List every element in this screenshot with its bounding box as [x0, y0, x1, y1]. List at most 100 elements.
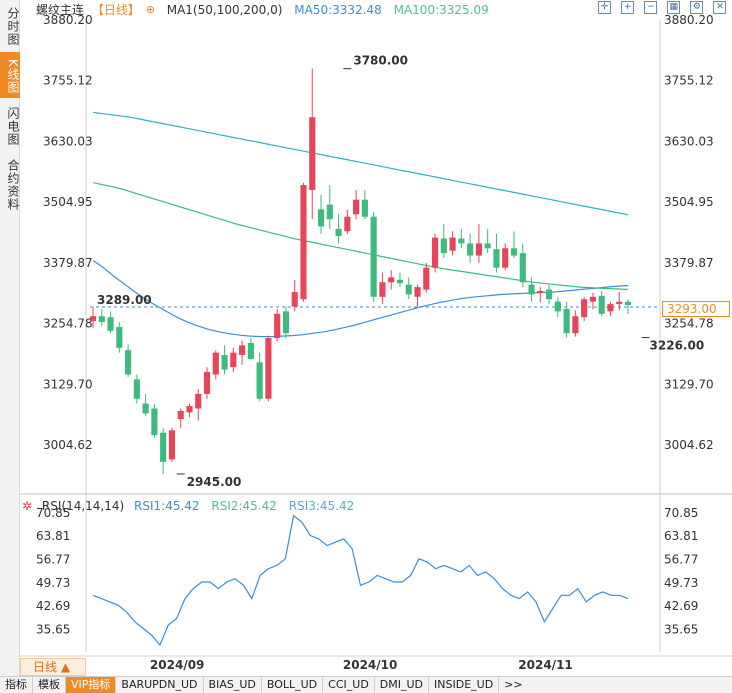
candle-body [335, 228, 342, 237]
rsi-tick-label-left: 49.73 [36, 576, 70, 590]
candle-body [212, 352, 219, 375]
candle-body [353, 199, 360, 215]
tab-dmi[interactable]: DMI_UD [375, 677, 430, 693]
candle-body [475, 243, 482, 256]
rsi1-value: RSI1:45.42 [134, 499, 200, 513]
tab-templates[interactable]: 模板 [33, 677, 66, 693]
rsi-tick-label-left: 35.65 [36, 623, 70, 637]
tab-vip-indicators[interactable]: VIP指标 [66, 677, 117, 693]
candle-body [309, 117, 316, 191]
more-tabs-button[interactable]: >> [504, 678, 523, 691]
candle-body [291, 291, 298, 307]
candle-body [405, 284, 412, 295]
candle-body [528, 284, 535, 295]
tab-bias[interactable]: BIAS_UD [204, 677, 262, 693]
candle-body [256, 362, 263, 399]
tab-boll[interactable]: BOLL_UD [262, 677, 324, 693]
candle-body [510, 248, 518, 256]
ma-line-ma200 [92, 111, 629, 216]
settings-icon[interactable]: ⚙ [690, 1, 704, 14]
period-button[interactable]: 日线 ▲ [20, 658, 86, 676]
candle-body [230, 352, 237, 368]
y-tick-label-right: 3129.70 [664, 377, 714, 391]
candle-body [344, 216, 351, 232]
y-tick-label-right: 3504.95 [664, 195, 714, 209]
candle-body [98, 316, 105, 323]
close-icon[interactable]: ✕ [713, 1, 727, 14]
candle-body [563, 308, 570, 334]
bottom-toolbar: 指标 模板 VIP指标 BARUPDN_UD BIAS_UD BOLL_UD CCI_UD D… [0, 676, 732, 693]
ma100-value: MA100:3325.09 [393, 3, 489, 17]
candle-body [142, 403, 149, 414]
x-tick-label: 2024/10 [343, 658, 397, 672]
chart-toolbar: ✛ + − ▦ ⚙ ✕ [598, 1, 731, 17]
left-tab-rail: 分时图 K线图 闪电图 合约资料 [0, 0, 20, 676]
candle-body [581, 299, 588, 318]
indicator-gear-icon[interactable]: ✲ [22, 499, 33, 513]
rsi3-value: RSI3:45.42 [288, 499, 355, 513]
candle-body [449, 237, 456, 251]
tab-lightning[interactable]: 闪电图 [6, 107, 20, 146]
candle-body [545, 289, 553, 300]
candle-body [186, 406, 193, 413]
candle-body [396, 279, 404, 284]
tab-cci[interactable]: CCI_UD [323, 677, 375, 693]
rsi-tick-label-right: 42.69 [664, 599, 698, 613]
y-tick-label-right: 3004.62 [664, 438, 714, 452]
candle-body [440, 238, 447, 254]
candle-body [388, 277, 395, 283]
candle-body [300, 185, 307, 300]
y-tick-label-left: 3880.20 [43, 13, 93, 27]
rsi-tick-label-left: 56.77 [36, 553, 70, 567]
zoom-out-icon[interactable]: − [644, 1, 658, 14]
candle-body [624, 301, 632, 306]
rsi-tick-label-right: 63.81 [664, 529, 698, 543]
tab-barupdn[interactable]: BARUPDN_UD [116, 677, 204, 693]
candle-body [274, 313, 281, 339]
rsi-tick-label-right: 35.65 [664, 623, 698, 637]
zoom-in-icon[interactable]: + [621, 1, 635, 14]
y-tick-label-left: 3504.95 [43, 195, 93, 209]
tab-inside[interactable]: INSIDE_UD [429, 677, 500, 693]
ma50-value: MA50:3332.48 [294, 3, 382, 17]
crosshair-icon[interactable]: ✛ [598, 1, 611, 14]
candle-body [116, 326, 123, 348]
tab-timeshare[interactable]: 分时图 [6, 7, 20, 46]
candle-body [414, 287, 421, 297]
rsi-tick-label-left: 42.69 [36, 599, 70, 613]
candle-body [467, 243, 474, 256]
tab-kline[interactable]: K线图 [0, 52, 20, 98]
candle-body [203, 372, 211, 394]
candle-body [195, 393, 202, 409]
candle-body [502, 248, 509, 268]
grid-icon[interactable]: ▦ [667, 1, 681, 14]
candle-body [317, 209, 325, 227]
ma-params-label[interactable]: MA1(50,100,200,0) [166, 3, 283, 17]
rsi-tick-label-left: 63.81 [36, 529, 70, 543]
candle-body [265, 338, 272, 399]
indicator-select-icon[interactable]: ⊕ [145, 3, 155, 16]
rsi-params[interactable]: RSI(14,14,14) [41, 499, 125, 513]
y-tick-label-left: 3755.12 [43, 74, 93, 88]
rsi-line [92, 514, 629, 647]
candle-body [554, 301, 561, 312]
tab-indicators[interactable]: 指标 [0, 677, 33, 693]
candle-body [89, 316, 97, 322]
candle-body [589, 296, 596, 302]
candle-body [160, 432, 167, 462]
candle-body [431, 237, 439, 268]
y-tick-label-left: 3129.70 [43, 377, 93, 391]
candle-body [379, 282, 386, 297]
candle-body [239, 345, 246, 356]
candle-body [107, 317, 114, 331]
symbol-name: 螺纹主连 [36, 3, 85, 17]
y-tick-label-right: 3880.20 [664, 13, 714, 27]
candle-body [519, 253, 526, 283]
period-label[interactable]: 【日线】 [91, 3, 140, 17]
ma-line-ma100 [92, 182, 629, 291]
price-chart[interactable]: 3880.20 3880.20 3755.12 3755.12 3630.03 3630.… [0, 0, 732, 676]
rsi2-value: RSI2:45.42 [211, 499, 277, 513]
tab-contract-info[interactable]: 合约资料 [6, 158, 20, 211]
candle-body [370, 216, 377, 297]
